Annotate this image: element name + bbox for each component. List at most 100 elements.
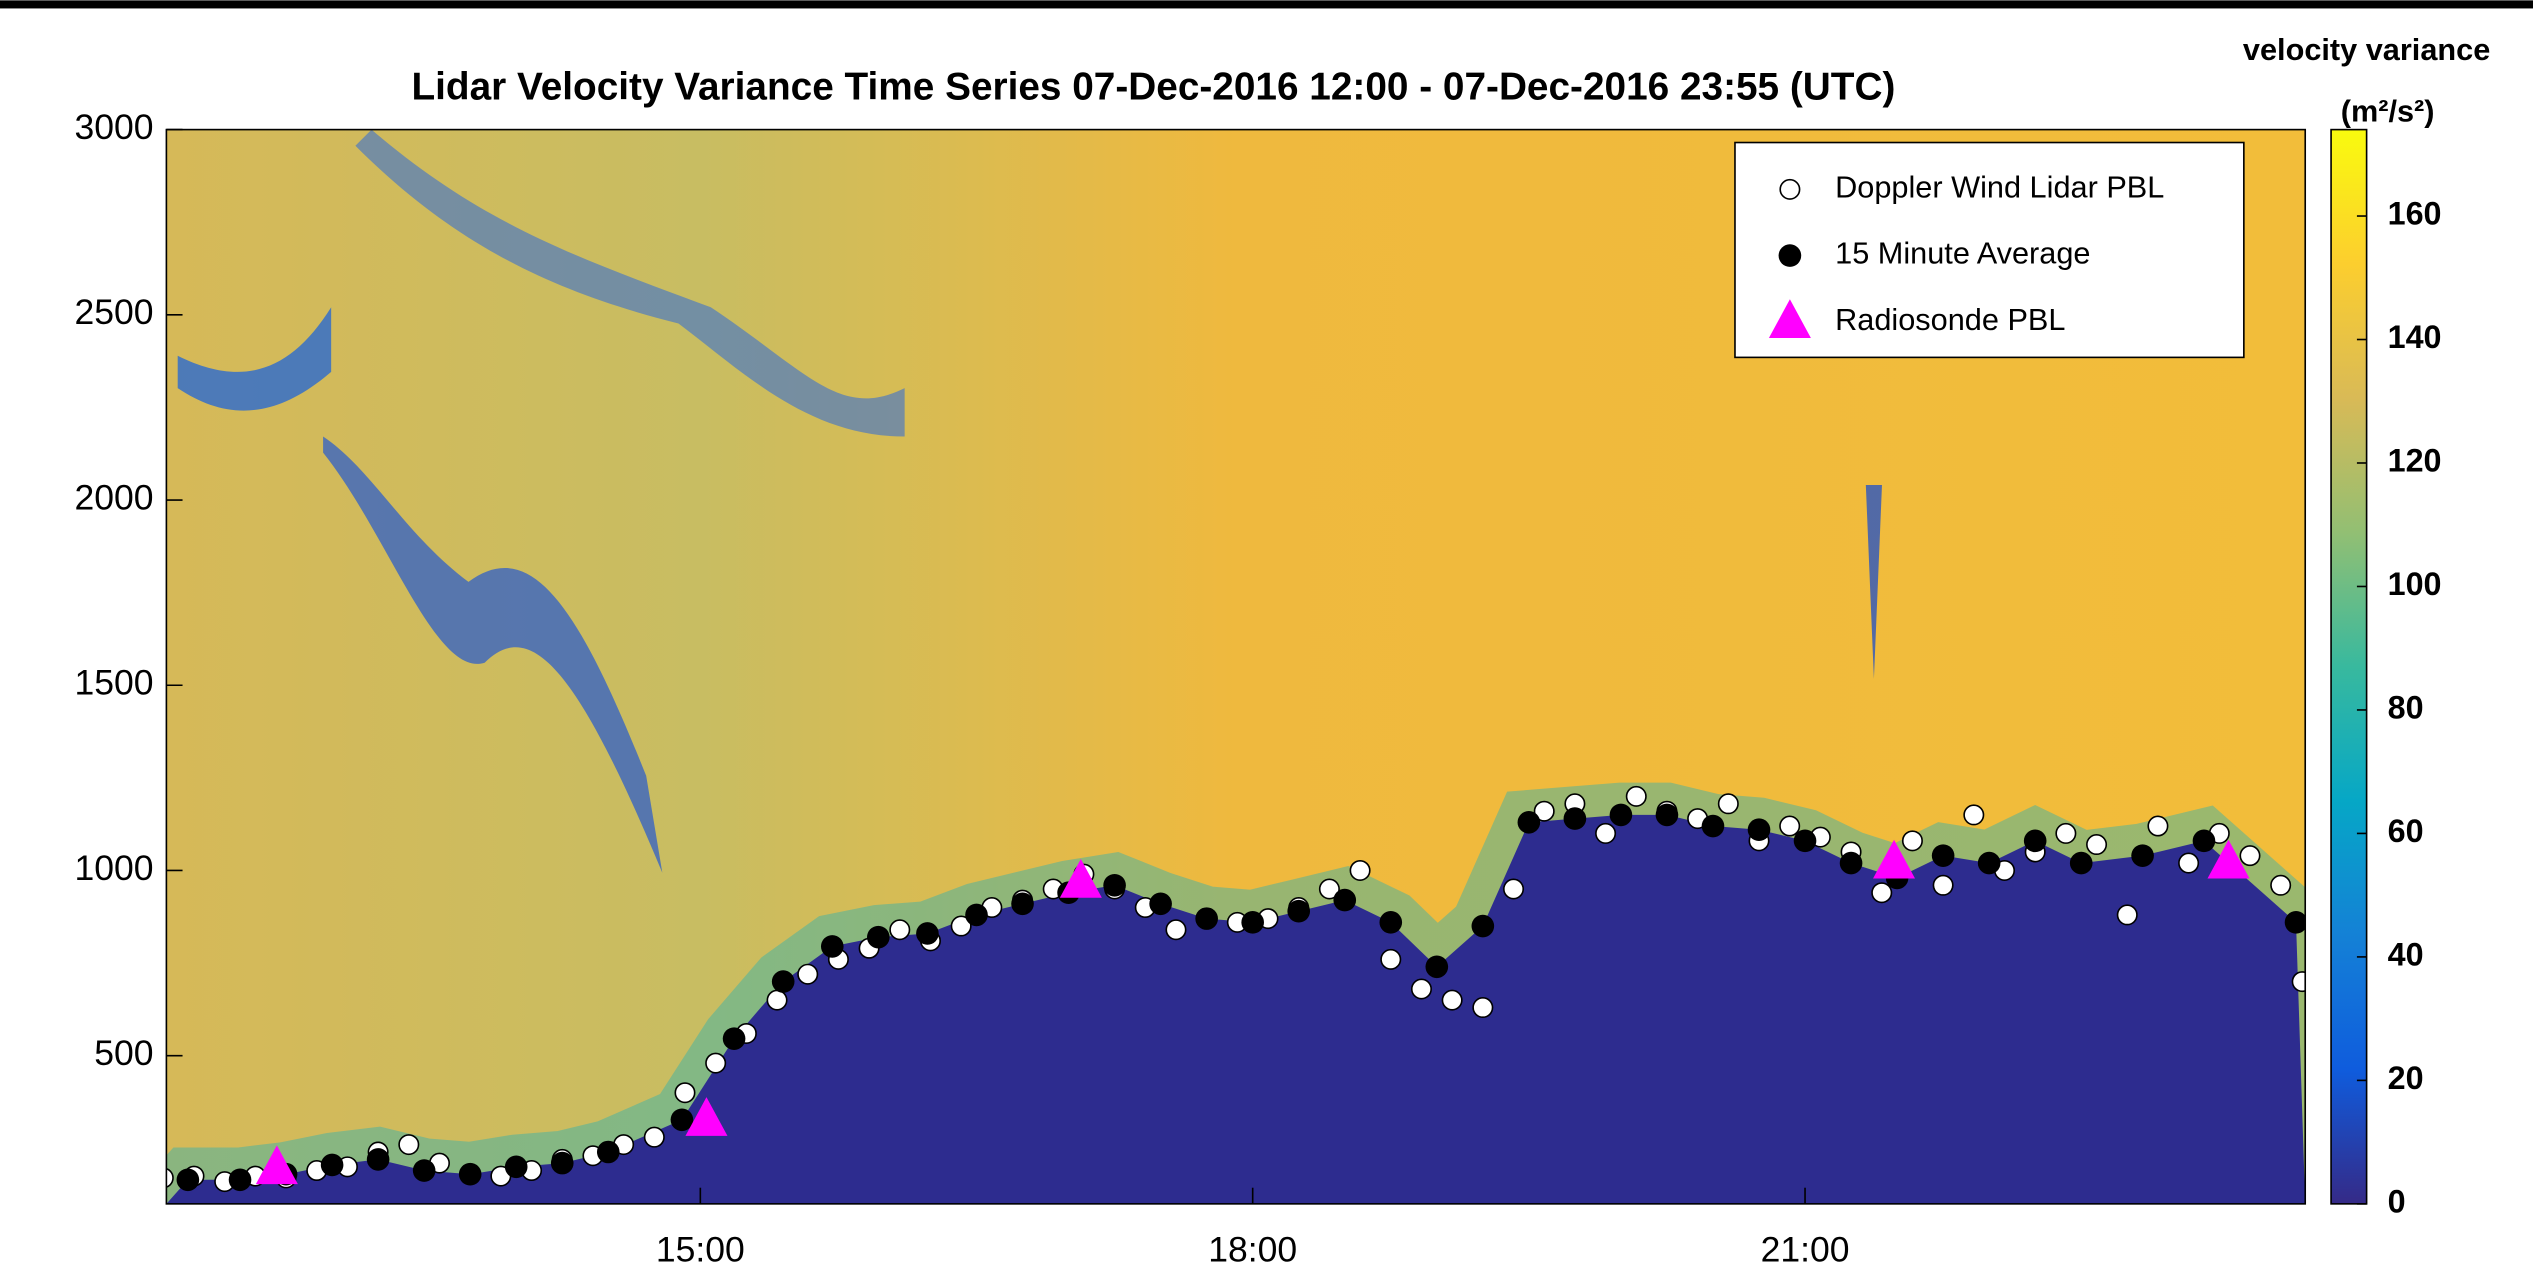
legend-marker xyxy=(1779,244,1802,267)
header-bar xyxy=(0,0,2533,8)
average-point xyxy=(916,922,939,945)
lidar-point xyxy=(2148,816,2167,835)
y-tick-label: 3000 xyxy=(74,107,153,147)
colorbar-tick-label: 80 xyxy=(2388,689,2424,725)
average-point xyxy=(723,1027,746,1050)
lidar-point xyxy=(1473,998,1492,1017)
page: {"chart_data":{"type":"heatmap-scatter",… xyxy=(0,0,2533,1264)
colorbar-tick-label: 160 xyxy=(2388,196,2442,232)
legend-label: Radiosonde PBL xyxy=(1835,302,2065,337)
colorbar-tick-label: 120 xyxy=(2388,443,2442,479)
colorbar-tick-label: 100 xyxy=(2388,566,2442,602)
average-point xyxy=(1379,911,1402,934)
colorbar-units: (m²/s²) xyxy=(2341,94,2435,129)
lidar-point xyxy=(2271,876,2290,895)
lidar-point xyxy=(2240,846,2259,865)
average-point xyxy=(1011,893,1034,916)
colorbar-tick-label: 0 xyxy=(2388,1183,2406,1219)
lidar-point xyxy=(1719,794,1738,813)
lidar-point xyxy=(1381,950,1400,969)
average-point xyxy=(2285,911,2308,934)
average-point xyxy=(821,935,844,958)
average-point xyxy=(1472,915,1495,938)
average-point xyxy=(1425,955,1448,978)
lidar-point xyxy=(706,1053,725,1072)
average-point xyxy=(321,1154,344,1177)
average-point xyxy=(2024,830,2047,853)
lidar-point xyxy=(675,1083,694,1102)
average-point xyxy=(1656,804,1679,827)
lidar-point xyxy=(1596,824,1615,843)
lidar-point xyxy=(767,990,786,1009)
lidar-point xyxy=(2179,853,2198,872)
x-tick-label: 18:00 xyxy=(1208,1230,1297,1264)
y-tick-label: 1000 xyxy=(74,848,153,888)
lidar-point xyxy=(645,1127,664,1146)
lidar-point xyxy=(1933,876,1952,895)
average-point xyxy=(1333,889,1356,912)
lidar-point xyxy=(1872,883,1891,902)
average-point xyxy=(367,1148,390,1171)
lidar-point xyxy=(2087,835,2106,854)
colorbar-tick-label: 140 xyxy=(2388,319,2442,355)
average-point xyxy=(551,1152,574,1175)
average-point xyxy=(1564,807,1587,830)
average-point xyxy=(1748,818,1771,841)
average-point xyxy=(413,1159,436,1182)
lidar-point xyxy=(890,920,909,939)
lidar-point xyxy=(399,1135,418,1154)
average-point xyxy=(867,926,890,949)
lidar-point xyxy=(798,965,817,984)
average-point xyxy=(1241,911,1264,934)
average-point xyxy=(1103,874,1126,897)
average-point xyxy=(1195,907,1218,930)
x-tick-label: 15:00 xyxy=(656,1230,745,1264)
legend-label: 15 Minute Average xyxy=(1835,236,2090,271)
average-point xyxy=(1978,852,2001,875)
colorbar-tick-label: 40 xyxy=(2388,936,2424,972)
average-point xyxy=(1610,804,1633,827)
lidar-point xyxy=(2292,972,2311,991)
average-point xyxy=(671,1108,694,1131)
average-point xyxy=(597,1141,620,1164)
average-point xyxy=(1149,893,1172,916)
lidar-point xyxy=(1350,861,1369,880)
average-point xyxy=(1287,900,1310,923)
average-point xyxy=(2131,844,2154,867)
colorbar-tick-label: 20 xyxy=(2388,1060,2424,1096)
average-point xyxy=(772,970,795,993)
average-point xyxy=(229,1168,252,1191)
x-tick-label: 21:00 xyxy=(1761,1230,1850,1264)
y-tick-label: 500 xyxy=(94,1033,153,1073)
average-point xyxy=(1840,852,1863,875)
average-point xyxy=(177,1168,200,1191)
lidar-point xyxy=(1504,879,1523,898)
average-point xyxy=(2070,852,2093,875)
average-point xyxy=(965,904,988,927)
y-tick-label: 2500 xyxy=(74,292,153,332)
average-point xyxy=(505,1156,528,1179)
y-tick-label: 1500 xyxy=(74,663,153,703)
lidar-point xyxy=(1166,920,1185,939)
lidar-point xyxy=(1964,805,1983,824)
lidar-point xyxy=(1442,990,1461,1009)
average-point xyxy=(459,1163,482,1186)
lidar-point xyxy=(1903,831,1922,850)
average-point xyxy=(1702,815,1725,838)
average-point xyxy=(1794,830,1817,853)
lidar-point xyxy=(1780,816,1799,835)
legend-marker xyxy=(1780,180,1799,199)
average-point xyxy=(1518,811,1541,834)
y-tick-label: 2000 xyxy=(74,477,153,517)
average-point xyxy=(1932,844,1955,867)
colorbar xyxy=(2331,130,2367,1204)
average-point xyxy=(2193,830,2216,853)
lidar-point xyxy=(2118,905,2137,924)
lidar-point xyxy=(1627,787,1646,806)
chart-title: Lidar Velocity Variance Time Series 07-D… xyxy=(411,65,1895,108)
colorbar-label: velocity variance xyxy=(2243,32,2490,67)
chart: Lidar Velocity Variance Time Series 07-D… xyxy=(0,0,2533,1264)
lidar-point xyxy=(154,1168,173,1187)
lidar-point xyxy=(1412,979,1431,998)
colorbar-tick-label: 60 xyxy=(2388,813,2424,849)
